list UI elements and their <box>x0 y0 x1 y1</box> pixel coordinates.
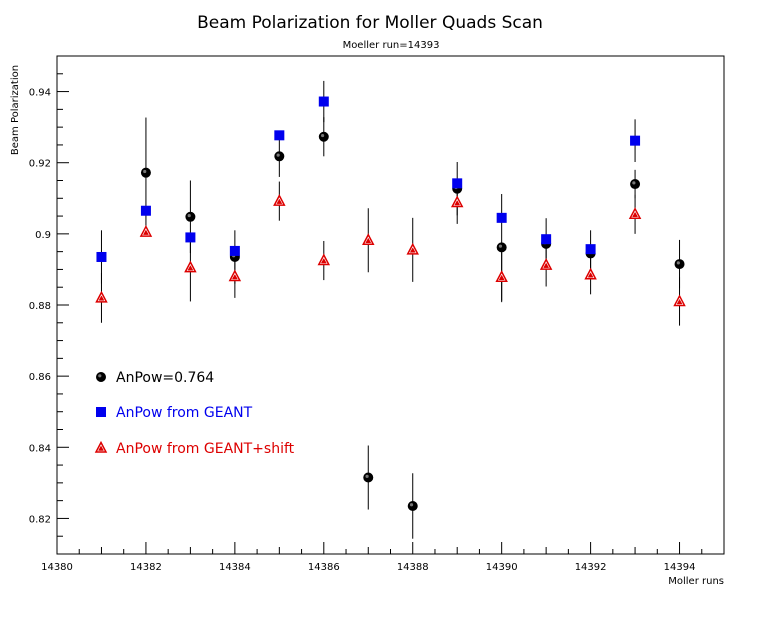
legend-circle-marker <box>96 372 106 382</box>
square-point <box>140 205 151 216</box>
circle-point-highlight <box>276 153 280 157</box>
circle-point <box>318 131 329 142</box>
axis-ticks: 14380 14382 14384 14386 14388 14390 14392 14394… <box>29 55 725 573</box>
square-point <box>96 251 107 262</box>
triangle-point-inner <box>187 265 194 271</box>
circle-point-highlight <box>143 169 147 174</box>
x-tick-label: 14390 <box>486 562 518 573</box>
triangle-point-inner <box>587 272 594 278</box>
legend-label: AnPow=0.764 <box>116 370 214 386</box>
triangle-point-inner <box>409 247 416 253</box>
y-tick-label: 0.86 <box>29 372 51 383</box>
circle-point <box>140 167 151 178</box>
square-point <box>229 245 240 256</box>
triangle-point-inner <box>143 229 149 235</box>
y-tick-label: 0.9 <box>35 230 51 241</box>
circle-point <box>630 179 641 190</box>
circle-point-highlight <box>321 133 325 138</box>
circle-point <box>185 211 196 222</box>
circle-point-highlight <box>365 474 369 478</box>
y-tick-label: 0.84 <box>29 443 51 454</box>
x-tick-label: 14394 <box>664 562 696 573</box>
square-point <box>585 244 596 255</box>
y-tick-label: 0.88 <box>29 301 51 312</box>
triangle-point-inner <box>276 198 283 204</box>
plot-frame <box>56 55 725 555</box>
circle-point-highlight <box>187 213 191 218</box>
triangle-point-inner <box>365 237 372 244</box>
triangle-point-inner <box>543 262 550 268</box>
triangle-point-inner <box>676 298 683 305</box>
y-tick-label: 0.82 <box>29 514 51 525</box>
square-point <box>318 96 329 107</box>
square-point <box>185 232 196 243</box>
square-point <box>496 212 507 223</box>
triangle-point-inner <box>98 295 105 301</box>
legend-label: AnPow from GEANT+shift <box>116 441 295 457</box>
legend-square-marker <box>96 407 106 417</box>
triangle-point-inner <box>320 258 327 264</box>
y-tick-label: 0.94 <box>29 88 51 99</box>
data-marks <box>95 80 686 539</box>
circle-point <box>674 259 685 270</box>
square-point <box>541 234 552 245</box>
x-tick-label: 14384 <box>219 562 251 573</box>
triangle-point-inner <box>454 200 461 206</box>
legend-label: AnPow from GEANT <box>116 405 253 421</box>
y-tick-label: 0.92 <box>29 159 51 170</box>
chart-title: Beam Polarization for Moller Quads Scan <box>197 13 543 33</box>
triangle-point-inner <box>498 274 505 281</box>
circle-point <box>496 242 507 253</box>
x-axis-label: Moller runs <box>668 576 724 587</box>
square-point <box>452 178 463 189</box>
x-tick-label: 14382 <box>130 562 162 573</box>
circle-point-highlight <box>632 181 636 185</box>
triangle-point-inner <box>231 274 238 280</box>
circle-point <box>274 151 285 162</box>
square-point <box>274 130 285 141</box>
legend-triangle-marker-inner <box>98 445 104 451</box>
x-tick-label: 14386 <box>308 562 340 573</box>
circle-point <box>407 500 418 511</box>
triangle-point-inner <box>632 211 638 218</box>
x-tick-label: 14392 <box>575 562 607 573</box>
circle-point <box>363 472 374 483</box>
circle-point-highlight <box>498 244 503 248</box>
square-point <box>630 135 641 146</box>
x-tick-label: 14380 <box>41 562 73 573</box>
circle-point-highlight <box>409 503 414 507</box>
legend-circle-marker-highlight <box>98 374 102 378</box>
chart-subtitle: Moeller run=14393 <box>343 40 440 51</box>
legend: AnPow=0.764 AnPow from GEANT AnPow from GE… <box>94 370 295 457</box>
circle-point-highlight <box>676 261 680 265</box>
x-tick-label: 14388 <box>397 562 429 573</box>
y-axis-label: Beam Polarization <box>10 65 21 155</box>
